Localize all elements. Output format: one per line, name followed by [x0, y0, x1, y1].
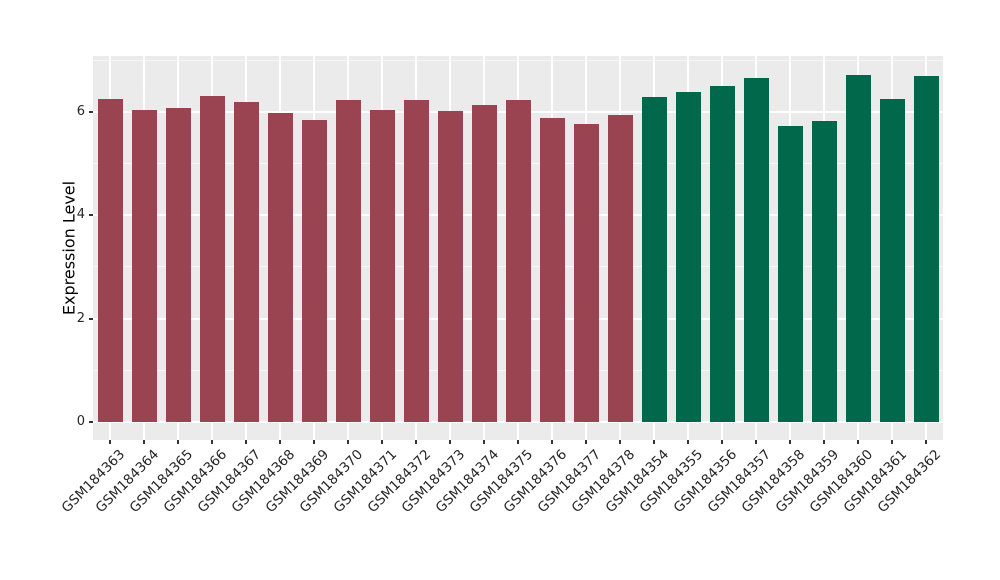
x-axis-tick-mark — [449, 440, 451, 444]
bar-GSM184372 — [403, 100, 429, 422]
x-axis-tick-mark — [755, 440, 757, 444]
y-axis-tick-mark — [89, 420, 93, 423]
y-axis-tick-mark — [89, 214, 93, 217]
bar-GSM184354 — [641, 97, 667, 422]
x-axis-tick-mark — [891, 440, 893, 444]
y-axis-tick-mark — [89, 110, 93, 113]
bar-GSM184367 — [233, 101, 259, 422]
bar-GSM184366 — [199, 96, 225, 422]
x-axis-tick-mark — [585, 440, 587, 444]
bar-GSM184359 — [811, 121, 837, 422]
bar-GSM184357 — [743, 78, 769, 422]
bar-GSM184374 — [471, 104, 497, 422]
plot-panel — [93, 56, 943, 440]
bar-GSM184377 — [573, 124, 599, 422]
bar-GSM184360 — [845, 74, 871, 422]
x-axis-tick-mark — [381, 440, 383, 444]
x-axis-tick-mark — [313, 440, 315, 444]
x-axis-tick-mark — [857, 440, 859, 444]
x-axis-tick-mark — [721, 440, 723, 444]
y-axis-tick-label: 2 — [76, 310, 85, 326]
bar-GSM184365 — [165, 107, 191, 422]
x-axis-tick-mark — [211, 440, 213, 444]
x-axis-tick-mark — [177, 440, 179, 444]
x-axis-tick-mark — [245, 440, 247, 444]
x-axis-tick-mark — [109, 440, 111, 444]
x-axis-tick-mark — [925, 440, 927, 444]
x-axis-tick-mark — [347, 440, 349, 444]
x-axis-tick-mark — [143, 440, 145, 444]
bar-GSM184355 — [675, 92, 701, 422]
bar-GSM184373 — [437, 110, 463, 422]
x-axis-tick-mark — [789, 440, 791, 444]
bar-GSM184361 — [879, 98, 905, 422]
x-axis-tick-mark — [517, 440, 519, 444]
bar-GSM184362 — [913, 75, 939, 422]
x-axis-tick-mark — [415, 440, 417, 444]
y-axis-tick-label: 4 — [76, 207, 85, 223]
y-axis-title: Expression Level — [59, 180, 79, 316]
x-axis-tick-mark — [483, 440, 485, 444]
bar-GSM184368 — [267, 112, 293, 422]
y-axis-tick-mark — [89, 317, 93, 320]
bar-GSM184364 — [131, 110, 157, 422]
x-axis-tick-mark — [653, 440, 655, 444]
bar-GSM184376 — [539, 117, 565, 422]
y-axis-tick-label: 0 — [76, 414, 85, 430]
bar-GSM184378 — [607, 115, 633, 422]
bar-GSM184371 — [369, 110, 395, 422]
x-axis-tick-mark — [551, 440, 553, 444]
bar-GSM184369 — [301, 119, 327, 422]
x-axis-tick-mark — [823, 440, 825, 444]
x-axis-tick-mark — [279, 440, 281, 444]
x-axis-tick-mark — [619, 440, 621, 444]
bar-GSM184375 — [505, 100, 531, 422]
bar-GSM184363 — [97, 99, 123, 422]
bar-GSM184370 — [335, 99, 361, 422]
x-axis-tick-mark — [687, 440, 689, 444]
bar-GSM184356 — [709, 85, 735, 422]
y-axis-tick-label: 6 — [76, 104, 85, 120]
bar-GSM184358 — [777, 126, 803, 422]
